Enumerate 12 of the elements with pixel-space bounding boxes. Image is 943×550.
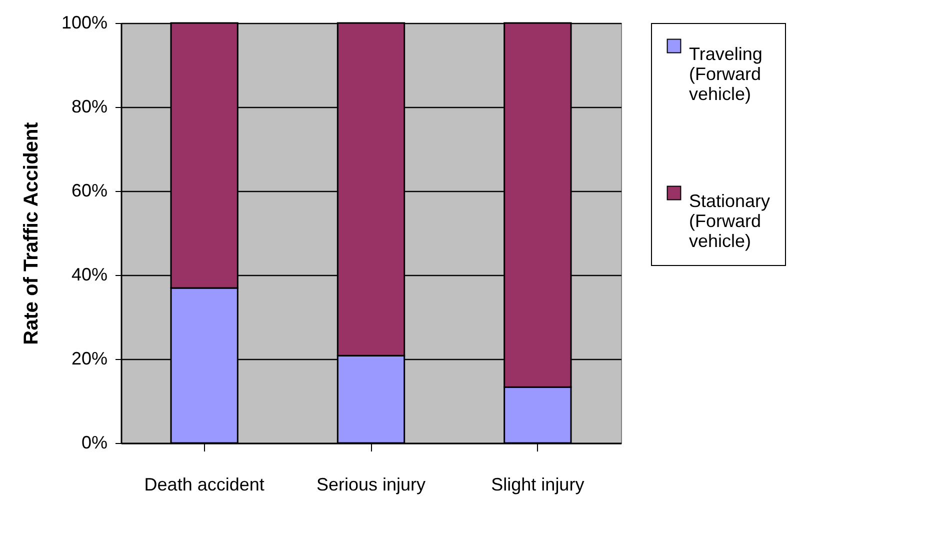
x-tick-label: Death accident <box>144 474 264 494</box>
legend-label: Traveling (Forward vehicle) <box>689 44 762 104</box>
legend-label: Stationary (Forward vehicle) <box>689 191 770 251</box>
y-tick-label: 60% <box>71 180 108 200</box>
y-tick-label: 100% <box>61 12 108 32</box>
x-tick-label: Serious injury <box>316 474 426 494</box>
x-tick-label: Slight injury <box>491 474 584 494</box>
y-tick-label: 0% <box>81 432 108 452</box>
y-tick-label: 20% <box>71 348 108 368</box>
y-tick-label: 40% <box>71 264 108 284</box>
y-axis-title: Rate of Traffic Accident <box>20 122 42 345</box>
y-tick-label: 80% <box>71 96 108 116</box>
